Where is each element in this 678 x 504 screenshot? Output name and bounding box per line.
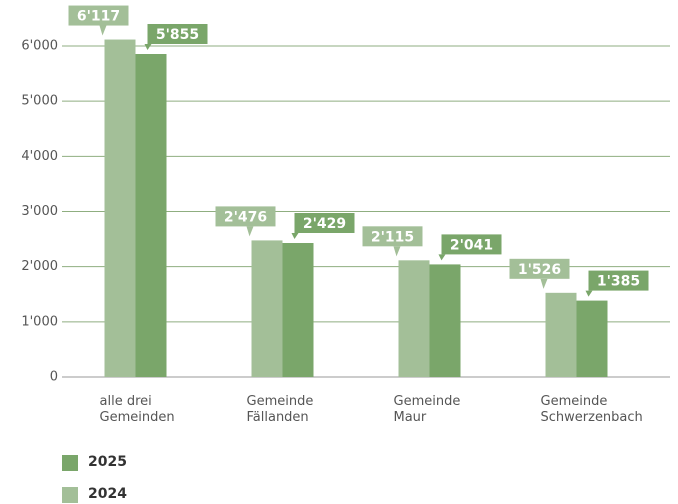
label-box <box>509 258 570 279</box>
label-box <box>588 270 649 291</box>
bar <box>398 260 430 377</box>
label-pointer <box>540 278 548 289</box>
legend-swatch <box>62 455 78 471</box>
legend-label: 2024 <box>88 486 127 502</box>
y-tick-label: 6'000 <box>21 39 58 54</box>
data-label: 6'117 <box>77 9 120 25</box>
bar <box>251 240 283 377</box>
bar <box>135 53 167 377</box>
data-label: 2'041 <box>450 237 493 253</box>
data-label: 1'526 <box>518 262 561 278</box>
y-tick-label: 4'000 <box>21 149 58 164</box>
label-box <box>362 226 423 247</box>
x-tick-label: alle drei Gemeinden <box>99 394 175 425</box>
label-box <box>68 5 129 26</box>
y-tick-label: 1'000 <box>21 314 58 329</box>
label-box <box>294 213 355 234</box>
label-box <box>441 234 502 255</box>
label-pointer <box>438 254 446 261</box>
label-pointer <box>144 43 152 50</box>
data-label: 2'115 <box>371 229 414 245</box>
bar <box>282 243 314 377</box>
y-tick-label: 5'000 <box>21 94 58 109</box>
y-tick-label: 3'000 <box>21 204 58 219</box>
label-pointer <box>585 290 593 297</box>
legend-label: 2025 <box>88 454 127 470</box>
x-tick-label: Gemeinde Maur <box>393 394 461 425</box>
data-label: 2'476 <box>224 209 267 225</box>
x-tick-label: Gemeinde Schwerzenbach <box>540 394 643 425</box>
bar <box>545 292 577 377</box>
bar <box>576 300 608 377</box>
legend-swatch <box>62 487 78 503</box>
bar <box>104 39 136 377</box>
label-box <box>215 206 276 227</box>
data-label: 1'385 <box>597 274 640 290</box>
bar <box>429 264 461 377</box>
label-pointer <box>393 246 401 257</box>
label-pointer <box>291 233 299 240</box>
label-pointer <box>99 25 107 36</box>
label-box <box>147 23 208 44</box>
label-pointer <box>246 226 254 237</box>
data-label: 5'855 <box>156 27 199 43</box>
y-tick-label: 2'000 <box>21 259 58 274</box>
x-tick-label: Gemeinde Fällanden <box>246 394 314 425</box>
data-label: 2'429 <box>303 216 346 232</box>
y-tick-label: 0 <box>50 370 58 385</box>
